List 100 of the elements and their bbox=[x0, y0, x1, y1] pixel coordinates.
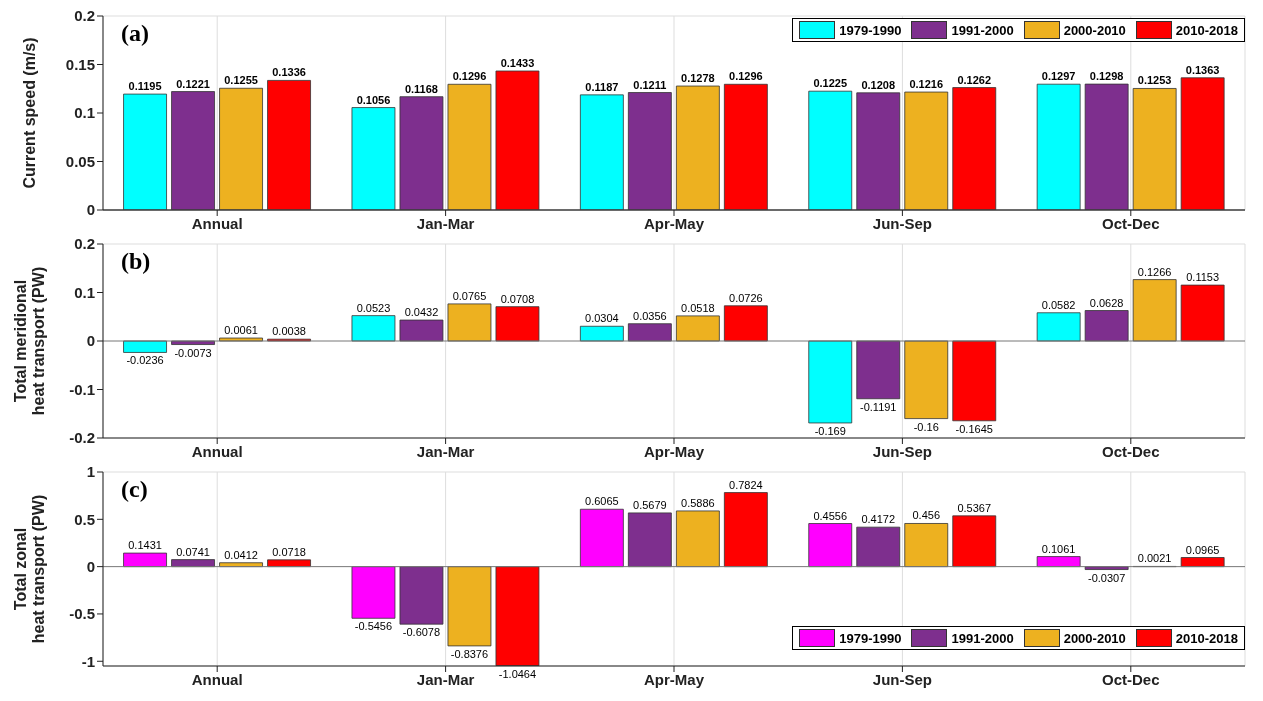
legend-label: 2010-2018 bbox=[1175, 22, 1238, 38]
x-tick-label: Annual bbox=[191, 214, 243, 232]
data-label: 0.0628 bbox=[1089, 296, 1124, 309]
y-tick-label: 0.2 bbox=[74, 7, 95, 25]
data-label: -0.0073 bbox=[174, 346, 212, 359]
data-label: 0.1195 bbox=[128, 80, 162, 93]
data-label: 0.0718 bbox=[272, 545, 306, 558]
data-label: -0.6078 bbox=[402, 626, 441, 639]
data-label: 0.0765 bbox=[452, 289, 487, 302]
data-label: 0.1061 bbox=[1041, 542, 1076, 555]
y-tick-label: -1 bbox=[81, 652, 95, 670]
data-label: -0.0307 bbox=[1088, 571, 1126, 584]
x-tick-label: Jan-Mar bbox=[416, 442, 475, 460]
x-tick-label: Apr-May bbox=[643, 670, 705, 688]
data-label: 0.4172 bbox=[861, 513, 896, 526]
x-tick-label: Annual bbox=[191, 442, 243, 460]
y-tick-label: 0 bbox=[86, 201, 95, 219]
data-label: 0.1255 bbox=[224, 74, 258, 87]
data-label: -0.169 bbox=[814, 424, 846, 437]
data-label: 0.1225 bbox=[813, 77, 848, 90]
data-label: 0.0304 bbox=[585, 312, 619, 325]
data-label: 0.0038 bbox=[272, 325, 306, 338]
data-label: -0.16 bbox=[913, 420, 939, 433]
y-tick-label: 0.5 bbox=[74, 510, 95, 528]
y-tick-label: 0.1 bbox=[74, 283, 95, 301]
data-label: 0.1187 bbox=[585, 80, 619, 93]
data-label: 0.0965 bbox=[1185, 543, 1220, 556]
data-label: 0.7824 bbox=[729, 478, 763, 491]
data-label: 0.1431 bbox=[128, 539, 162, 552]
chart-title: (a) bbox=[121, 20, 149, 47]
x-tick-label: Jan-Mar bbox=[416, 670, 475, 688]
x-tick-label: Jun-Sep bbox=[872, 442, 932, 460]
data-label: -1.0464 bbox=[498, 667, 537, 680]
y-tick-label: -0.2 bbox=[69, 429, 95, 447]
chart-title: (c) bbox=[121, 476, 148, 503]
y-axis-title: Current speed (m/s) bbox=[21, 37, 38, 189]
x-tick-label: Jun-Sep bbox=[872, 670, 932, 688]
data-label: 0.1278 bbox=[681, 72, 715, 85]
data-label: 0.1221 bbox=[176, 77, 210, 90]
data-label: -0.1645 bbox=[955, 422, 993, 435]
y-axis-title: Total meridional heat transport (PW) bbox=[12, 266, 47, 416]
data-label: 0.1296 bbox=[452, 70, 487, 83]
data-label: 0.4556 bbox=[813, 509, 848, 522]
data-label: 0.1262 bbox=[957, 73, 992, 86]
x-tick-label: Annual bbox=[191, 670, 243, 688]
y-tick-label: 0.2 bbox=[74, 235, 95, 253]
data-label: 0.0708 bbox=[500, 292, 535, 305]
x-tick-label: Apr-May bbox=[643, 442, 705, 460]
data-label: 0.0518 bbox=[681, 301, 715, 314]
y-tick-label: 0 bbox=[86, 557, 95, 575]
data-label: 0.5367 bbox=[957, 501, 992, 514]
data-label: 0.5886 bbox=[681, 496, 715, 509]
data-label: 0.0412 bbox=[224, 548, 258, 561]
legend-label: 1991-2000 bbox=[951, 630, 1014, 646]
data-label: 0.1336 bbox=[272, 66, 306, 79]
data-label: -0.0236 bbox=[126, 354, 164, 367]
y-tick-label: 0.1 bbox=[74, 104, 95, 122]
data-label: -0.5456 bbox=[354, 620, 393, 633]
x-tick-label: Jun-Sep bbox=[872, 214, 932, 232]
data-label: 0.0356 bbox=[633, 309, 667, 322]
data-label: 0.456 bbox=[912, 509, 941, 522]
x-tick-label: Apr-May bbox=[643, 214, 705, 232]
y-tick-label: -0.1 bbox=[69, 380, 95, 398]
legend-label: 1979-1990 bbox=[839, 630, 902, 646]
y-tick-label: 0.15 bbox=[65, 55, 95, 73]
data-label: 0.0726 bbox=[729, 291, 763, 304]
legend-label: 2000-2010 bbox=[1063, 22, 1126, 38]
data-label: 0.1208 bbox=[861, 78, 896, 91]
data-label: 0.6065 bbox=[585, 495, 619, 508]
x-tick-label: Oct-Dec bbox=[1102, 442, 1160, 460]
chart-title: (b) bbox=[121, 248, 151, 275]
x-tick-label: Oct-Dec bbox=[1102, 214, 1160, 232]
data-label: 0.0582 bbox=[1041, 298, 1076, 311]
data-label: -0.1191 bbox=[860, 400, 897, 413]
x-tick-label: Oct-Dec bbox=[1102, 670, 1160, 688]
data-label: 0.1056 bbox=[356, 93, 391, 106]
data-label: 0.1298 bbox=[1089, 70, 1124, 83]
data-label: 0.0432 bbox=[404, 306, 439, 319]
data-label: 0.1297 bbox=[1041, 70, 1076, 83]
data-label: 0.1216 bbox=[909, 78, 944, 91]
data-label: 0.0021 bbox=[1137, 552, 1172, 565]
y-tick-label: 1 bbox=[86, 463, 95, 481]
data-label: 0.5679 bbox=[633, 498, 667, 511]
data-label: 0.1363 bbox=[1185, 63, 1220, 76]
y-tick-label: 0.05 bbox=[65, 152, 95, 170]
data-label: -0.8376 bbox=[450, 647, 489, 660]
y-axis-title: Total zonal heat transport (PW) bbox=[12, 494, 47, 644]
data-label: 0.1211 bbox=[633, 78, 667, 91]
data-label: 0.0523 bbox=[356, 301, 391, 314]
legend-label: 2000-2010 bbox=[1063, 630, 1126, 646]
legend-label: 1991-2000 bbox=[951, 22, 1014, 38]
data-label: 0.1153 bbox=[1186, 271, 1220, 284]
x-tick-label: Jan-Mar bbox=[416, 214, 475, 232]
legend-label: 2010-2018 bbox=[1175, 630, 1238, 646]
data-label: 0.1168 bbox=[404, 82, 438, 95]
data-label: 0.1253 bbox=[1137, 74, 1172, 87]
data-label: 0.0741 bbox=[176, 545, 210, 558]
legend-label: 1979-1990 bbox=[839, 22, 902, 38]
y-tick-label: 0 bbox=[86, 332, 95, 350]
data-label: 0.0061 bbox=[224, 324, 258, 337]
